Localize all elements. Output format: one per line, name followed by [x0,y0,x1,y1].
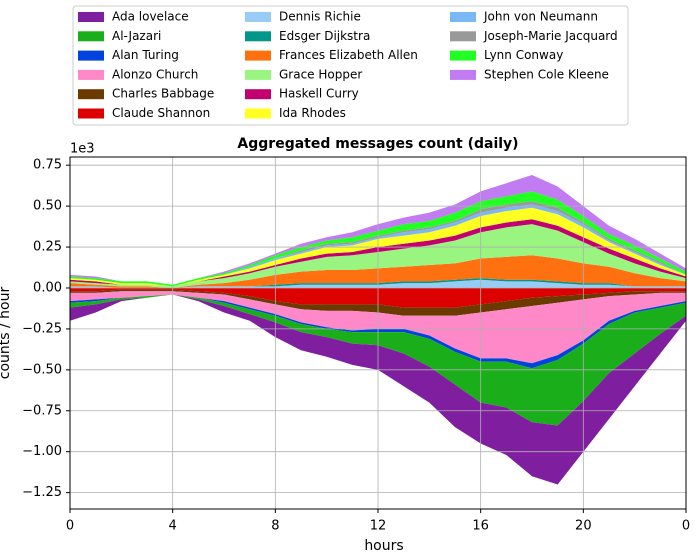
legend-label: Grace Hopper [279,67,362,81]
area [70,294,686,485]
legend-label: John von Neumann [483,10,598,24]
legend-swatch [450,69,476,80]
legend-label: Alonzo Church [112,67,198,81]
legend-box [72,5,629,126]
legend-label: Joseph-Marie Jacquard [483,29,618,43]
legend-label: Frances Elizabeth Allen [279,48,418,62]
legend-swatch [78,31,104,42]
legend-label: Stephen Cole Kleene [484,67,609,81]
legend-label: Ada lovelace [112,10,189,24]
legend-label: Ida Rhodes [279,106,346,120]
x-axis-label: hours [364,538,403,554]
x-tick-label: 16 [472,519,489,534]
area [70,294,686,426]
legend-label: Al-Jazari [112,29,161,43]
legend-swatch [78,108,104,119]
legend-swatch [78,50,104,61]
y-tick-label: −0.75 [22,403,62,418]
y-tick-label: −0.25 [22,321,62,336]
legend-swatch [450,31,476,42]
legend-swatch [78,69,104,80]
y-tick-label: 0.50 [33,199,62,214]
y-tick-label: 0.00 [33,280,62,295]
x-tick-label: 0 [66,519,74,534]
y-offset-label: 1e3 [70,142,95,157]
y-tick-label: −0.50 [22,362,62,377]
x-tick-label: 0 [682,519,690,534]
legend-swatch [450,50,476,61]
legend-swatch [78,12,104,22]
chart-title: Aggregated messages count (daily) [237,136,518,152]
x-tick-label: 4 [169,519,177,534]
y-axis-label: counts / hour [0,287,13,380]
legend-label: Dennis Richie [279,10,361,24]
legend-swatch [450,12,476,22]
legend-swatch [245,50,271,61]
x-tick-label: 20 [575,519,592,534]
legend-label: Charles Babbage [112,87,214,101]
x-tick-label: 8 [271,519,279,534]
legend-swatch [245,69,271,80]
x-tick-label: 12 [370,519,387,534]
legend-swatch [245,12,271,22]
area [70,279,686,288]
legend-swatch [245,89,271,100]
legend-swatch [245,31,271,42]
legend-label: Haskell Curry [279,87,359,101]
y-tick-label: −1.00 [22,444,62,459]
y-tick-label: −1.25 [22,485,62,500]
legend-label: Claude Shannon [112,106,210,120]
legend-label: Edsger Dijkstra [279,29,370,43]
legend-label: Lynn Conway [484,48,563,62]
legend-label: Alan Turing [112,48,179,62]
y-tick-label: 0.25 [33,240,62,255]
legend-swatch [78,89,104,100]
plot-frame [69,156,687,510]
legend-swatch [245,108,271,119]
y-tick-label: 0.75 [33,158,62,173]
